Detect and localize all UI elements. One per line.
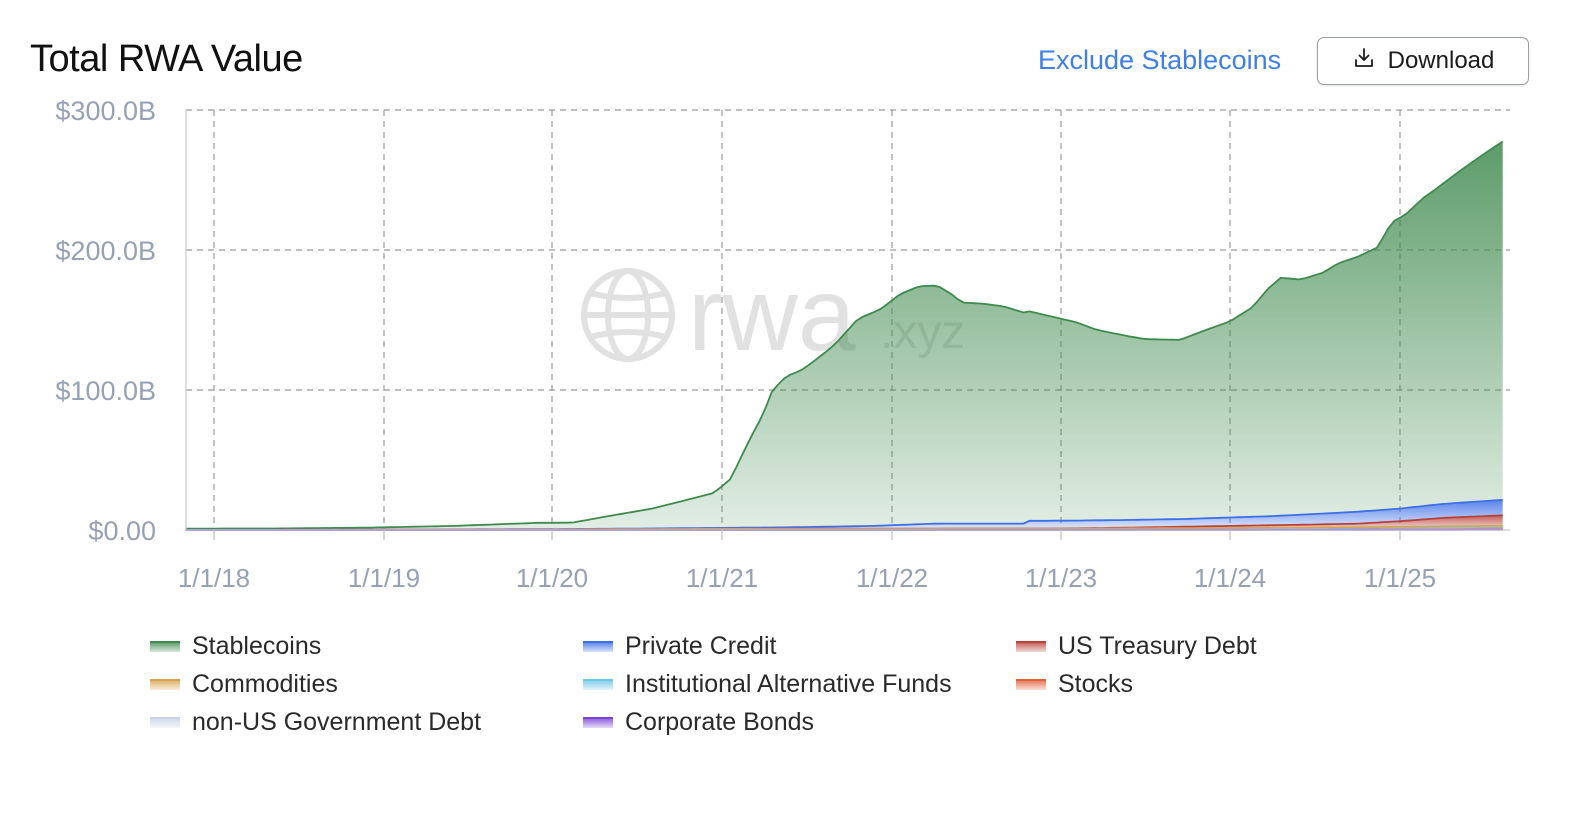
legend-swatch bbox=[583, 641, 613, 652]
legend-label: Institutional Alternative Funds bbox=[625, 670, 952, 698]
series-area-private-credit bbox=[185, 499, 1503, 530]
download-label: Download bbox=[1387, 47, 1495, 74]
x-tick-label: 1/1/25 bbox=[1364, 563, 1436, 593]
rwa-area-chart[interactable]: rwa .xyz $0.00$100.0B$200.0B$300.0B1/1/1… bbox=[0, 0, 1586, 620]
y-tick-label: $0.00 bbox=[88, 516, 156, 546]
legend-item[interactable]: Institutional Alternative Funds bbox=[583, 670, 1016, 699]
legend-item[interactable]: Stocks bbox=[1016, 670, 1449, 699]
chart-legend: Stablecoins Private Credit US Treasury Deb… bbox=[150, 632, 1450, 737]
legend-label: Stablecoins bbox=[192, 632, 322, 660]
legend-label: Private Credit bbox=[625, 632, 777, 660]
legend-item[interactable]: US Treasury Debt bbox=[1016, 632, 1449, 661]
x-tick-label: 1/1/19 bbox=[348, 563, 420, 593]
legend-swatch bbox=[150, 641, 180, 652]
y-tick-label: $100.0B bbox=[55, 376, 156, 406]
series-area-stablecoins bbox=[185, 141, 1503, 530]
legend-label: Stocks bbox=[1058, 670, 1134, 698]
download-icon bbox=[1352, 46, 1376, 77]
legend-swatch bbox=[150, 717, 180, 728]
x-tick-label: 1/1/24 bbox=[1194, 563, 1266, 593]
download-button[interactable]: Download bbox=[1317, 37, 1529, 85]
y-tick-label: $300.0B bbox=[55, 96, 156, 126]
x-tick-label: 1/1/23 bbox=[1025, 563, 1097, 593]
y-tick-label: $200.0B bbox=[55, 236, 156, 266]
legend-item[interactable]: Private Credit bbox=[583, 632, 1016, 661]
legend-item[interactable]: Corporate Bonds bbox=[583, 708, 1016, 737]
legend-label: Commodities bbox=[192, 670, 338, 698]
globe-icon bbox=[581, 268, 675, 362]
legend-item[interactable]: non-US Government Debt bbox=[150, 708, 583, 737]
series-areas bbox=[185, 140, 1504, 531]
legend-swatch bbox=[150, 679, 180, 690]
x-tick-label: 1/1/18 bbox=[178, 563, 250, 593]
axes: $0.00 $100.0B $200.0B $300.0B 1/1/18 1/1/19 1/… bbox=[55, 96, 1510, 593]
chart-title: Total RWA Value bbox=[30, 38, 303, 80]
legend-item[interactable]: Stablecoins bbox=[150, 632, 583, 661]
legend-swatch bbox=[583, 717, 613, 728]
x-tick-label: 1/1/20 bbox=[516, 563, 588, 593]
legend-label: non-US Government Debt bbox=[192, 708, 482, 736]
x-tick-label: 1/1/21 bbox=[686, 563, 758, 593]
series-line-stablecoins bbox=[185, 140, 1504, 530]
legend-label: Corporate Bonds bbox=[625, 708, 815, 736]
legend-label: US Treasury Debt bbox=[1058, 632, 1257, 660]
x-tick-label: 1/1/22 bbox=[856, 563, 928, 593]
legend-swatch bbox=[1016, 679, 1046, 690]
legend-swatch bbox=[1016, 641, 1046, 652]
legend-item[interactable]: Commodities bbox=[150, 670, 583, 699]
exclude-stablecoins-link[interactable]: Exclude Stablecoins bbox=[1038, 45, 1282, 75]
legend-swatch bbox=[583, 679, 613, 690]
